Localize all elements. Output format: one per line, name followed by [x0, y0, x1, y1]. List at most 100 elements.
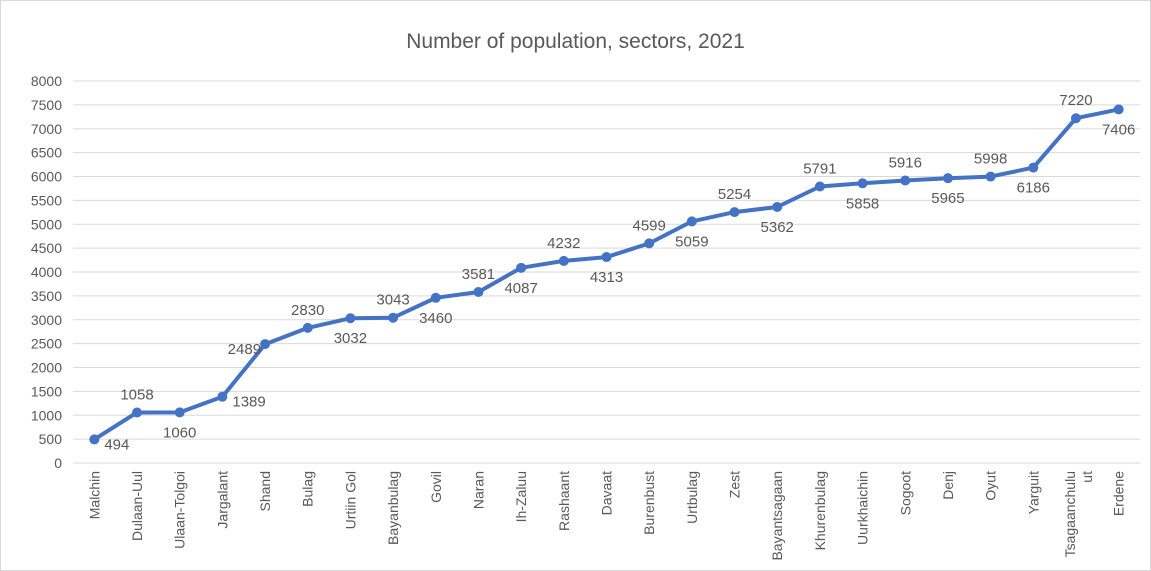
data-point — [260, 339, 271, 350]
y-tick-label: 3000 — [31, 312, 62, 328]
x-tick-label: Zest — [727, 471, 743, 498]
y-tick-label: 7500 — [31, 97, 62, 113]
x-tick-label: Ulaan-Tolgoi — [172, 471, 188, 549]
x-tick-label: Denj — [940, 471, 956, 500]
data-label: 3460 — [419, 310, 452, 327]
chart-title: Number of population, sectors, 2021 — [406, 30, 745, 53]
data-label: 1389 — [232, 394, 265, 411]
y-tick-label: 1500 — [31, 383, 62, 399]
data-label: 7220 — [1059, 92, 1092, 109]
y-tick-label: 1000 — [31, 407, 62, 423]
x-tick-label: Bayanbulag — [385, 471, 401, 545]
x-tick-label: Urtbulag — [684, 471, 700, 524]
data-point — [857, 178, 868, 189]
x-tick-label: Oyut — [983, 471, 999, 501]
y-axis-tick-labels: 0 500 1000 1500 2000 2500 3000 3500 4000 4500 5000… — [31, 73, 62, 471]
gridlines — [73, 80, 1140, 464]
x-tick-label: Ih-Zaluu — [513, 471, 529, 522]
data-label: 494 — [104, 436, 129, 453]
data-point — [516, 262, 527, 273]
x-tick-label: Burenbust — [641, 471, 657, 535]
y-tick-label: 3500 — [31, 288, 62, 304]
data-point — [686, 216, 697, 227]
data-label: 4313 — [590, 269, 623, 286]
data-point — [1028, 162, 1039, 173]
y-tick-label: 6500 — [31, 145, 62, 161]
data-point — [729, 207, 740, 218]
data-point — [772, 201, 783, 212]
data-point — [89, 434, 100, 445]
data-label: 5254 — [718, 186, 751, 203]
y-tick-label: 2000 — [31, 360, 62, 376]
data-point — [985, 171, 996, 182]
data-point — [217, 391, 228, 402]
data-label: 1060 — [163, 424, 196, 441]
x-tick-label: Erdene — [1111, 471, 1127, 516]
data-label: 5916 — [889, 155, 922, 172]
data-label: 4087 — [504, 280, 537, 297]
data-point — [174, 407, 185, 418]
x-tick-label: Bulag — [300, 471, 316, 507]
x-tick-label: Urtiin Gol — [342, 471, 358, 529]
data-label: 5791 — [803, 160, 836, 177]
data-point — [558, 255, 569, 266]
y-tick-label: 6000 — [31, 169, 62, 185]
y-tick-label: 0 — [54, 455, 62, 471]
data-label: 5965 — [931, 190, 964, 207]
data-point — [644, 238, 655, 249]
x-tick-label: Sogoot — [897, 471, 913, 515]
data-label: 6186 — [1017, 180, 1050, 197]
x-tick-label: Rashaant — [556, 471, 572, 531]
x-tick-label: Yarguit — [1025, 471, 1041, 514]
x-tick-label: Naran — [470, 471, 486, 509]
data-label: 5362 — [761, 219, 794, 236]
data-label: 3581 — [462, 266, 495, 283]
x-tick-label: Tsagaanchuluut — [1062, 471, 1095, 558]
data-label: 2489 — [228, 341, 261, 358]
x-axis-tick-labels: Malchin Dulaan-Uul Ulaan-Tolgoi Jargalant Sh… — [86, 471, 1126, 561]
data-label: 3032 — [334, 330, 367, 347]
x-tick-label: Dulaan-Uul — [129, 471, 145, 541]
data-label: 5059 — [675, 233, 708, 250]
y-tick-label: 500 — [39, 431, 63, 447]
data-point — [302, 322, 313, 333]
x-tick-label: Uurkhaichin — [855, 471, 871, 545]
data-point — [388, 312, 399, 323]
data-point — [814, 181, 825, 192]
y-tick-label: 7000 — [31, 121, 62, 137]
data-label: 5998 — [974, 151, 1007, 168]
data-point — [1070, 113, 1081, 124]
data-label: 3043 — [376, 292, 409, 309]
y-tick-label: 8000 — [31, 73, 62, 89]
y-tick-label: 5000 — [31, 216, 62, 232]
data-point — [601, 252, 612, 263]
data-label: 1058 — [120, 386, 153, 403]
data-label: 5858 — [846, 195, 879, 212]
data-label: 2830 — [291, 302, 324, 319]
x-tick-label: Govil — [428, 471, 444, 503]
x-tick-label: Malchin — [86, 471, 102, 519]
y-tick-label: 2500 — [31, 336, 62, 352]
x-tick-label: Khurenbulag — [812, 471, 828, 550]
data-point — [1113, 104, 1124, 115]
y-tick-label: 5500 — [31, 192, 62, 208]
data-label: 4232 — [547, 235, 580, 252]
data-point — [942, 173, 953, 184]
data-point — [430, 292, 441, 303]
data-point — [473, 287, 484, 298]
data-points — [89, 104, 1124, 445]
y-tick-label: 4000 — [31, 264, 62, 280]
y-tick-label: 4500 — [31, 240, 62, 256]
x-tick-label: Bayantsagaan — [769, 471, 785, 561]
x-tick-label: Jargalant — [214, 471, 230, 529]
data-labels: 494 1058 1060 1389 2489 2830 3032 3043 3460 3581 4… — [104, 92, 1135, 453]
data-label: 7406 — [1102, 121, 1135, 138]
data-point — [900, 175, 911, 186]
data-point — [345, 313, 356, 324]
data-point — [132, 407, 143, 418]
x-tick-label: Davaat — [599, 471, 615, 515]
data-label: 4599 — [632, 217, 665, 234]
x-tick-label: Shand — [257, 471, 273, 511]
